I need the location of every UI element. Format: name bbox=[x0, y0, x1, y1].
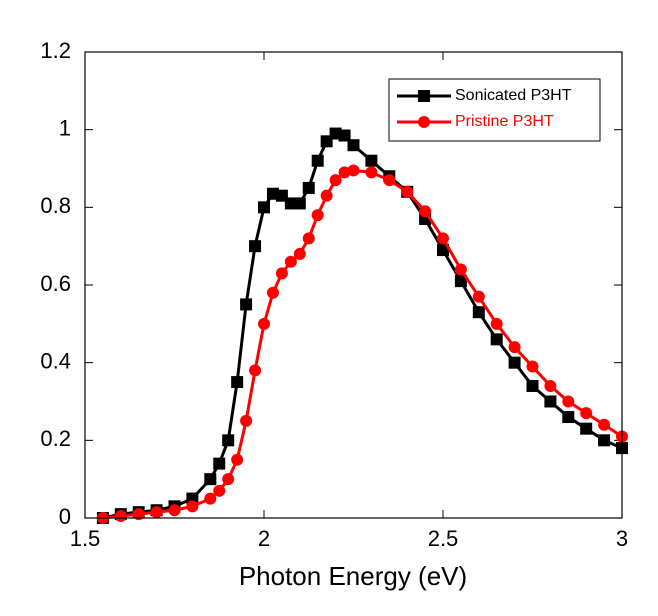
data-point bbox=[240, 298, 253, 311]
data-point bbox=[562, 411, 575, 424]
data-point bbox=[526, 379, 539, 392]
legend-label: Sonicated P3HT bbox=[455, 87, 572, 104]
data-point bbox=[419, 205, 432, 218]
data-point bbox=[508, 356, 521, 369]
data-point bbox=[114, 510, 127, 523]
data-point bbox=[249, 240, 262, 253]
data-point bbox=[580, 407, 593, 420]
data-point bbox=[454, 263, 467, 276]
y-tick-label: 1.2 bbox=[40, 38, 71, 63]
data-point bbox=[186, 500, 199, 513]
data-point bbox=[132, 508, 145, 521]
data-point bbox=[293, 247, 306, 260]
legend-box bbox=[388, 78, 601, 142]
data-point bbox=[222, 473, 235, 486]
y-tick-label: 1 bbox=[59, 115, 71, 140]
data-point bbox=[240, 414, 253, 427]
legend-label: Pristine P3HT bbox=[455, 113, 554, 130]
data-point bbox=[231, 376, 244, 389]
data-point bbox=[437, 232, 449, 245]
data-point bbox=[302, 181, 315, 194]
data-point bbox=[213, 484, 226, 497]
x-tick-label: 3 bbox=[616, 526, 628, 551]
data-point bbox=[293, 197, 306, 210]
data-point bbox=[347, 164, 360, 177]
data-point bbox=[284, 255, 297, 268]
data-point bbox=[544, 395, 557, 408]
data-point bbox=[275, 267, 288, 280]
data-point bbox=[231, 453, 244, 466]
data-point bbox=[320, 189, 333, 202]
data-point bbox=[544, 379, 557, 392]
data-point bbox=[562, 395, 575, 408]
plot-frame bbox=[84, 51, 623, 519]
data-point bbox=[383, 174, 396, 187]
series-line bbox=[102, 168, 623, 520]
data-point bbox=[249, 364, 262, 377]
data-point bbox=[258, 201, 270, 214]
data-point bbox=[490, 317, 503, 330]
legend-marker bbox=[418, 116, 430, 128]
data-point bbox=[472, 290, 485, 303]
y-tick-label: 0.4 bbox=[40, 348, 71, 373]
data-point bbox=[508, 341, 521, 354]
data-point bbox=[150, 506, 163, 519]
x-tick-label: 1.5 bbox=[70, 526, 101, 551]
y-tick-label: 0.2 bbox=[40, 426, 71, 451]
y-tick-label: 0.8 bbox=[40, 193, 71, 218]
data-point bbox=[329, 174, 342, 187]
data-point bbox=[347, 139, 360, 152]
data-point bbox=[338, 129, 351, 142]
data-point bbox=[365, 166, 378, 179]
data-point bbox=[401, 185, 414, 198]
data-point bbox=[204, 473, 217, 486]
data-point bbox=[168, 504, 181, 517]
legend-marker bbox=[418, 90, 430, 102]
y-tick-label: 0.6 bbox=[40, 271, 71, 296]
data-point bbox=[526, 360, 539, 373]
data-point bbox=[598, 418, 611, 431]
data-point bbox=[598, 434, 611, 447]
data-point bbox=[472, 306, 485, 319]
data-point bbox=[365, 154, 378, 167]
x-tick-label: 2.5 bbox=[428, 526, 459, 551]
data-point bbox=[437, 244, 449, 257]
x-tick-label: 2 bbox=[258, 526, 270, 551]
data-point bbox=[338, 166, 351, 179]
data-point bbox=[222, 434, 235, 447]
data-point bbox=[454, 275, 467, 288]
y-tick-label: 0 bbox=[59, 504, 71, 529]
data-point bbox=[204, 492, 217, 505]
series-line bbox=[102, 131, 623, 520]
data-point bbox=[266, 286, 279, 299]
data-point bbox=[311, 209, 324, 222]
data-point bbox=[490, 333, 503, 346]
data-point bbox=[580, 422, 593, 435]
data-point bbox=[213, 457, 226, 470]
data-point bbox=[302, 232, 315, 245]
data-point bbox=[258, 317, 270, 330]
x-axis-label: Photon Energy (eV) bbox=[239, 561, 467, 591]
data-point bbox=[311, 154, 324, 167]
